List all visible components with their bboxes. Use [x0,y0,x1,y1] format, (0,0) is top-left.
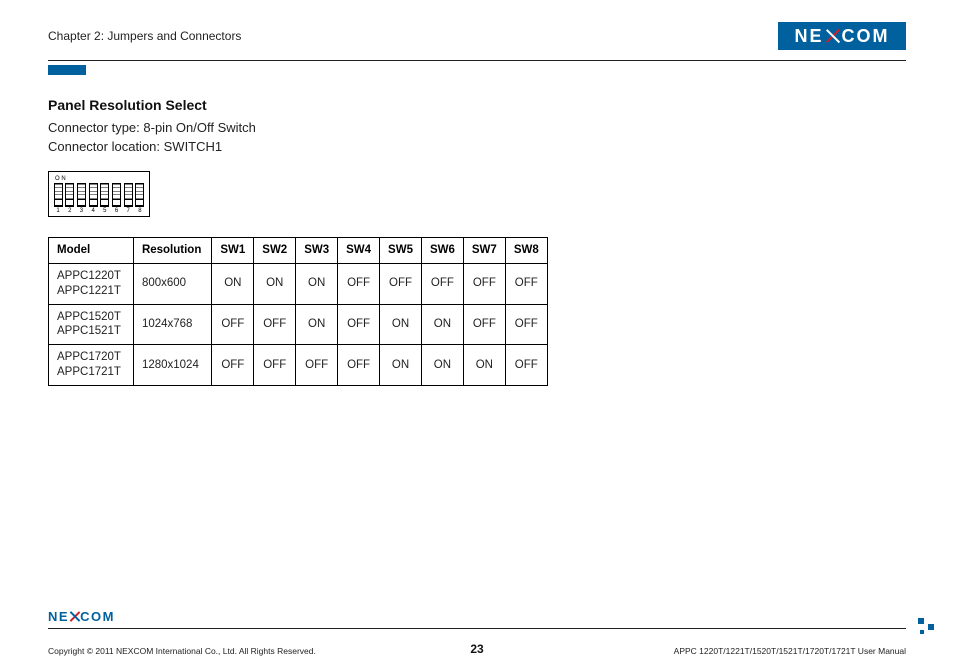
col-header: SW4 [338,237,380,263]
dip-number: 5 [103,208,106,214]
dip-slider [66,199,73,206]
cell-switch: OFF [296,345,338,386]
dip-number: 7 [127,208,130,214]
dip-slider [90,199,97,206]
table-row: APPC1220TAPPC1221T800x600ONONONOFFOFFOFF… [49,263,548,304]
cell-switch: OFF [463,304,505,345]
cell-switch: OFF [463,263,505,304]
cell-switch: OFF [254,304,296,345]
connector-type: Connector type: 8-pin On/Off Switch [48,119,906,138]
cell-model: APPC1720TAPPC1721T [49,345,134,386]
brand-logo: NE COM [778,22,906,50]
page-number: 23 [470,642,483,656]
cell-switch: OFF [380,263,422,304]
footer-logo-x-icon [69,611,80,622]
accent-bar [48,65,86,75]
dip-slot [124,183,133,207]
dip-switch-4: 4 [88,183,98,214]
col-header: SW1 [212,237,254,263]
cell-switch: OFF [212,345,254,386]
cell-switch: OFF [254,345,296,386]
logo-text-left: NE [794,26,823,47]
table-row: APPC1520TAPPC1521T1024x768OFFOFFONOFFONO… [49,304,548,345]
dip-slot [89,183,98,207]
dip-slot [100,183,109,207]
cell-switch: ON [421,345,463,386]
dip-slider [136,199,143,206]
dip-number: 3 [80,208,83,214]
cell-switch: ON [254,263,296,304]
cell-resolution: 1024x768 [133,304,211,345]
cell-switch: ON [421,304,463,345]
cell-switch: OFF [338,304,380,345]
cell-switch: OFF [338,263,380,304]
cell-switch: OFF [421,263,463,304]
col-header: SW8 [505,237,547,263]
dip-number: 1 [56,208,59,214]
copyright-text: Copyright © 2011 NEXCOM International Co… [48,646,316,656]
col-header: SW2 [254,237,296,263]
cell-switch: OFF [505,304,547,345]
cell-model: APPC1520TAPPC1521T [49,304,134,345]
cell-resolution: 1280x1024 [133,345,211,386]
chapter-title: Chapter 2: Jumpers and Connectors [48,29,241,43]
col-header: SW7 [463,237,505,263]
dip-number: 2 [68,208,71,214]
dip-slot [135,183,144,207]
dip-slider [55,199,62,206]
document-name: APPC 1220T/1221T/1520T/1521T/1720T/1721T… [674,646,906,656]
footer-rule [48,628,906,629]
col-header: Resolution [133,237,211,263]
cell-switch: OFF [505,263,547,304]
cell-model: APPC1220TAPPC1221T [49,263,134,304]
cell-switch: ON [296,304,338,345]
col-header: Model [49,237,134,263]
section-title: Panel Resolution Select [48,97,906,113]
table-row: APPC1720TAPPC1721T1280x1024OFFOFFOFFOFFO… [49,345,548,386]
dip-switch-1: 1 [53,183,63,214]
col-header: SW6 [421,237,463,263]
footer-squares-icon [918,618,936,636]
footer-logo: NE COM [48,608,126,624]
col-header: SW5 [380,237,422,263]
dip-switch-8: 8 [135,183,145,214]
dip-switch-3: 3 [76,183,86,214]
dip-number: 6 [115,208,118,214]
cell-switch: ON [296,263,338,304]
footer-logo-text-left: NE [48,609,69,624]
dip-slot [112,183,121,207]
cell-switch: ON [463,345,505,386]
dip-slot [54,183,63,207]
cell-switch: OFF [505,345,547,386]
header-rule [48,60,906,61]
dip-slider [101,199,108,206]
dip-slot [65,183,74,207]
dip-switch-5: 5 [100,183,110,214]
cell-switch: ON [380,345,422,386]
resolution-table: ModelResolutionSW1SW2SW3SW4SW5SW6SW7SW8 … [48,237,548,387]
cell-switch: ON [212,263,254,304]
dip-switch-2: 2 [65,183,75,214]
dip-number: 4 [91,208,94,214]
dip-slider [113,199,120,206]
dip-switch-graphic: O N 1 2 3 4 5 6 7 8 [48,171,150,217]
cell-switch: ON [380,304,422,345]
footer-logo-text-right: COM [80,609,115,624]
connector-location: Connector location: SWITCH1 [48,138,906,157]
col-header: SW3 [296,237,338,263]
logo-text-right: COM [842,26,890,47]
cell-switch: OFF [212,304,254,345]
dip-on-label: O N [53,176,145,182]
logo-x-icon [825,28,841,44]
dip-slider [78,199,85,206]
dip-number: 8 [138,208,141,214]
dip-switch-7: 7 [123,183,133,214]
cell-switch: OFF [338,345,380,386]
cell-resolution: 800x600 [133,263,211,304]
dip-switch-6: 6 [111,183,121,214]
dip-slot [77,183,86,207]
dip-slider [125,199,132,206]
